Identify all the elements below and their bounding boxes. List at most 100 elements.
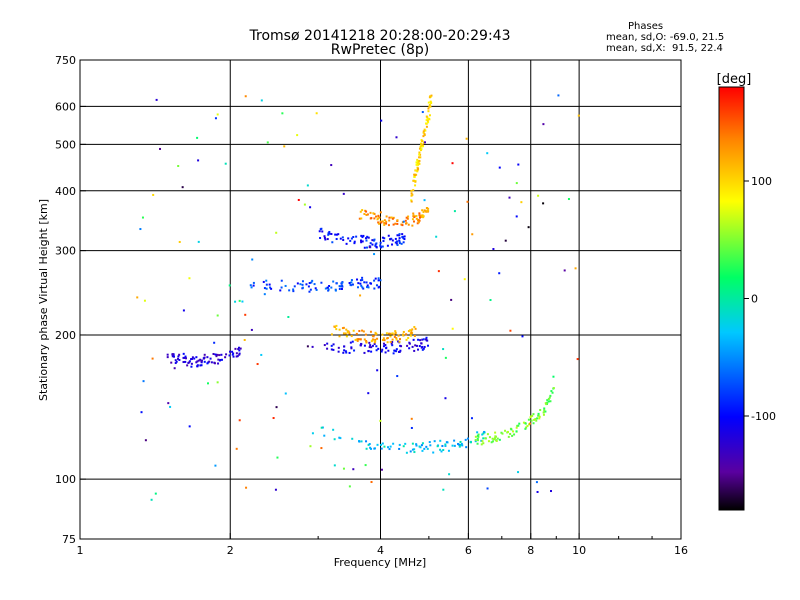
data-point bbox=[379, 419, 382, 422]
x-tick-label: 4 bbox=[377, 544, 384, 557]
data-point bbox=[360, 440, 363, 443]
data-point bbox=[481, 433, 484, 436]
data-point bbox=[381, 348, 384, 351]
data-point bbox=[365, 341, 368, 344]
data-point bbox=[486, 487, 489, 490]
data-point bbox=[411, 442, 414, 445]
data-point bbox=[400, 223, 403, 226]
data-point bbox=[369, 446, 372, 449]
data-point bbox=[538, 417, 541, 420]
data-point bbox=[332, 343, 335, 346]
data-point bbox=[375, 245, 378, 248]
data-point bbox=[136, 296, 139, 299]
data-point bbox=[463, 278, 466, 281]
data-point bbox=[235, 355, 238, 358]
data-point bbox=[515, 426, 518, 429]
data-point bbox=[517, 163, 520, 166]
data-point bbox=[330, 286, 333, 289]
data-point bbox=[416, 158, 419, 161]
data-point bbox=[326, 342, 329, 345]
data-point bbox=[213, 362, 216, 365]
data-point bbox=[367, 392, 370, 395]
data-point bbox=[353, 242, 356, 245]
data-point bbox=[224, 162, 227, 165]
data-point bbox=[476, 437, 479, 440]
data-point bbox=[421, 209, 424, 212]
data-point bbox=[481, 440, 484, 443]
data-point bbox=[182, 361, 185, 364]
data-point bbox=[260, 99, 263, 102]
data-point bbox=[380, 246, 383, 249]
data-point bbox=[328, 232, 331, 235]
data-point bbox=[422, 141, 425, 144]
data-point bbox=[339, 437, 342, 440]
data-point bbox=[420, 346, 423, 349]
data-point bbox=[394, 237, 397, 240]
data-point bbox=[418, 212, 421, 215]
data-point bbox=[458, 445, 461, 448]
data-point bbox=[195, 361, 198, 364]
data-point bbox=[513, 433, 516, 436]
data-point bbox=[507, 435, 510, 438]
data-point bbox=[361, 276, 364, 279]
data-point bbox=[488, 436, 491, 439]
data-point bbox=[181, 186, 184, 189]
data-point bbox=[444, 397, 447, 400]
data-point bbox=[200, 360, 203, 363]
data-point bbox=[377, 215, 380, 218]
data-point bbox=[350, 237, 353, 240]
data-point bbox=[166, 353, 169, 356]
data-point bbox=[344, 332, 347, 335]
data-point bbox=[306, 184, 309, 187]
data-point bbox=[401, 233, 404, 236]
data-point bbox=[217, 362, 220, 365]
data-point bbox=[314, 287, 317, 290]
data-point bbox=[405, 333, 408, 336]
data-point bbox=[284, 284, 287, 287]
data-point bbox=[238, 419, 241, 422]
data-point bbox=[474, 439, 477, 442]
data-point bbox=[280, 286, 283, 289]
data-point bbox=[174, 359, 177, 362]
data-point bbox=[405, 216, 408, 219]
colorbar-ticks: 100 0 -100 bbox=[744, 175, 776, 423]
data-point bbox=[370, 346, 373, 349]
data-point bbox=[342, 467, 345, 470]
colorbar-tick-label: 100 bbox=[751, 175, 772, 188]
data-point bbox=[444, 356, 447, 359]
data-point bbox=[141, 216, 144, 219]
data-point bbox=[407, 330, 410, 333]
data-points bbox=[136, 94, 580, 501]
data-point bbox=[358, 338, 361, 341]
data-point bbox=[373, 253, 376, 256]
data-point bbox=[381, 220, 384, 223]
data-point bbox=[370, 217, 373, 220]
data-point bbox=[371, 344, 374, 347]
data-point bbox=[214, 353, 217, 356]
data-point bbox=[396, 234, 399, 237]
data-point bbox=[410, 331, 413, 334]
data-point bbox=[482, 437, 485, 440]
data-point bbox=[178, 358, 181, 361]
data-point bbox=[435, 235, 438, 238]
data-point bbox=[398, 233, 401, 236]
data-point bbox=[385, 215, 388, 218]
data-point bbox=[428, 105, 431, 108]
data-point bbox=[476, 431, 479, 434]
data-point bbox=[419, 145, 422, 148]
data-point bbox=[460, 442, 463, 445]
data-point bbox=[365, 339, 368, 342]
data-point bbox=[447, 449, 450, 452]
data-point bbox=[394, 241, 397, 244]
data-point bbox=[348, 485, 351, 488]
data-point bbox=[422, 211, 425, 214]
data-point bbox=[398, 447, 401, 450]
data-point bbox=[377, 347, 380, 350]
data-point bbox=[326, 347, 329, 350]
data-point bbox=[410, 192, 413, 195]
data-point bbox=[210, 361, 213, 364]
data-point bbox=[474, 440, 477, 443]
data-point bbox=[231, 350, 234, 353]
data-point bbox=[387, 234, 390, 237]
data-point bbox=[354, 338, 357, 341]
